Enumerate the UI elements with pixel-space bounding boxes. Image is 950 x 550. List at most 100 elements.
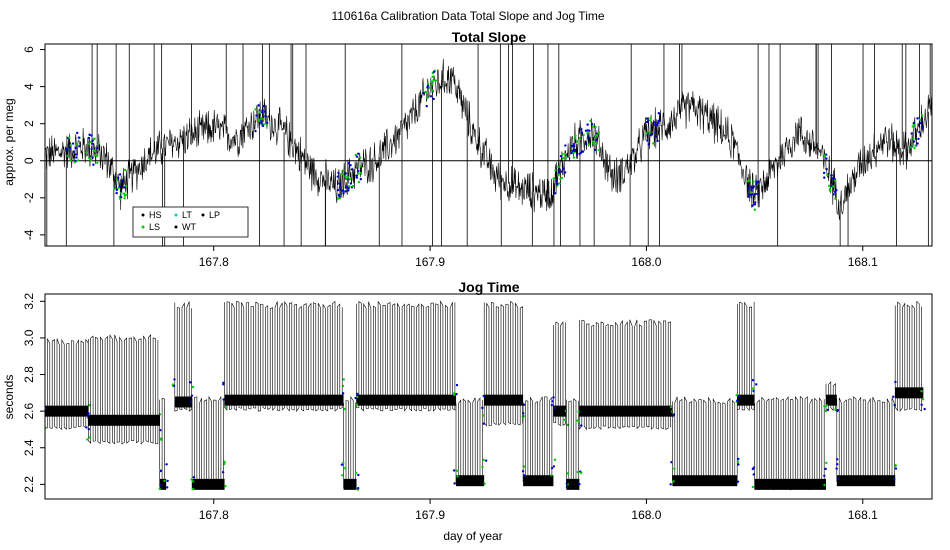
total-slope-y-tick-label: 6	[22, 46, 36, 53]
jog-time-y-tick-label: 2.4	[22, 439, 36, 456]
jog-calibration-point	[673, 467, 676, 471]
calibration-point	[595, 138, 598, 142]
jog-time-series-line	[553, 321, 566, 427]
calibration-point	[87, 136, 91, 140]
jog-calibration-point	[834, 408, 837, 411]
jog-calibration-point	[342, 378, 345, 381]
calibration-point	[426, 82, 430, 86]
calibration-point	[349, 163, 352, 167]
calibration-point	[920, 114, 924, 117]
calibration-point	[72, 150, 75, 153]
calibration-point	[425, 96, 429, 99]
calibration-point	[562, 167, 565, 170]
jog-calibration-point	[224, 405, 228, 409]
jog-calibration-point	[87, 427, 91, 431]
calibration-point	[749, 186, 753, 189]
jog-time-y-tick-label: 2.8	[22, 366, 36, 383]
calibration-point	[115, 178, 118, 181]
calibration-point	[657, 119, 661, 122]
calibration-point	[916, 117, 919, 120]
calibration-point	[753, 201, 757, 204]
jog-calibration-point	[163, 479, 166, 483]
jog-calibration-point	[354, 396, 357, 400]
jog-calibration-point	[578, 482, 581, 486]
calibration-point	[914, 144, 917, 147]
jog-time-band	[754, 478, 826, 490]
calibration-point	[91, 156, 94, 159]
jog-calibration-point	[341, 384, 345, 388]
jog-calibration-point	[550, 403, 554, 407]
jog-calibration-point	[923, 407, 926, 411]
jog-time-series-line	[455, 397, 483, 485]
jog-calibration-point	[165, 486, 169, 489]
jog-calibration-point	[550, 466, 554, 470]
jog-calibration-point	[481, 406, 484, 410]
calibration-point	[356, 172, 360, 176]
legend-marker	[174, 225, 178, 229]
jog-calibration-point	[190, 478, 193, 481]
calibration-point	[571, 149, 574, 153]
jog-calibration-point	[823, 474, 826, 478]
calibration-point	[90, 134, 93, 137]
jog-calibration-point	[455, 383, 459, 387]
jog-calibration-point	[356, 395, 359, 399]
jog-time-plot-area	[45, 300, 926, 491]
calibration-point	[587, 143, 590, 146]
jog-calibration-point	[159, 437, 162, 440]
calibration-point	[648, 131, 651, 135]
calibration-point	[93, 137, 96, 140]
calibration-point	[428, 86, 431, 89]
jog-calibration-point	[563, 418, 566, 422]
calibration-point	[580, 131, 584, 134]
jog-time-axes: 167.8 167.9 168.0 168.1 2.2 2.4 2.6 2.8 3.0 3.2	[22, 293, 933, 522]
calibration-point	[340, 189, 344, 192]
calibration-point	[557, 165, 560, 169]
jog-calibration-point	[835, 458, 839, 461]
jog-calibration-point	[752, 389, 755, 393]
jog-calibration-point	[159, 483, 162, 487]
calibration-point	[825, 168, 828, 171]
calibration-point	[355, 176, 359, 179]
calibration-point	[254, 108, 257, 111]
calibration-point	[591, 140, 595, 143]
calibration-point	[645, 132, 648, 135]
jog-calibration-point	[192, 487, 195, 491]
calibration-point	[753, 203, 757, 206]
calibration-point	[912, 121, 916, 125]
total-slope-y-tick-label: 4	[22, 83, 36, 90]
calibration-point	[649, 119, 652, 122]
calibration-point	[554, 169, 557, 172]
calibration-point	[594, 135, 597, 139]
calibration-point	[645, 117, 649, 120]
total-slope-panel: Total Slope 167.8 167.9 168.0 168.1 -4 -2 0 2 4 6…	[2, 29, 933, 269]
jog-time-series-line	[522, 396, 553, 485]
jog-calibration-point	[835, 467, 838, 470]
jog-calibration-point	[672, 480, 675, 483]
jog-calibration-point	[669, 405, 673, 409]
calibration-point	[913, 124, 916, 127]
calibration-point	[750, 191, 753, 194]
calibration-point	[746, 180, 750, 183]
calibration-point	[572, 144, 576, 148]
jog-time-series-line	[836, 396, 895, 486]
total-slope-y-tick-label: -2	[22, 192, 36, 203]
calibration-point	[831, 176, 835, 180]
legend-label: HS	[149, 210, 162, 220]
calibration-point	[578, 136, 581, 140]
calibration-point	[432, 70, 436, 74]
calibration-point	[589, 119, 592, 122]
jog-time-series-line	[45, 338, 89, 430]
jog-calibration-point	[222, 383, 225, 386]
calibration-point	[258, 111, 261, 114]
calibration-point	[578, 152, 581, 155]
calibration-point	[117, 186, 120, 190]
total-slope-x-tick-label: 167.9	[415, 255, 445, 269]
calibration-point	[348, 178, 352, 181]
calibration-point	[78, 145, 81, 148]
calibration-point	[344, 190, 347, 193]
jog-time-band	[224, 394, 344, 406]
jog-calibration-point	[893, 403, 897, 407]
calibration-point	[69, 159, 72, 162]
calibration-point	[123, 197, 126, 200]
calibration-point	[584, 129, 588, 132]
